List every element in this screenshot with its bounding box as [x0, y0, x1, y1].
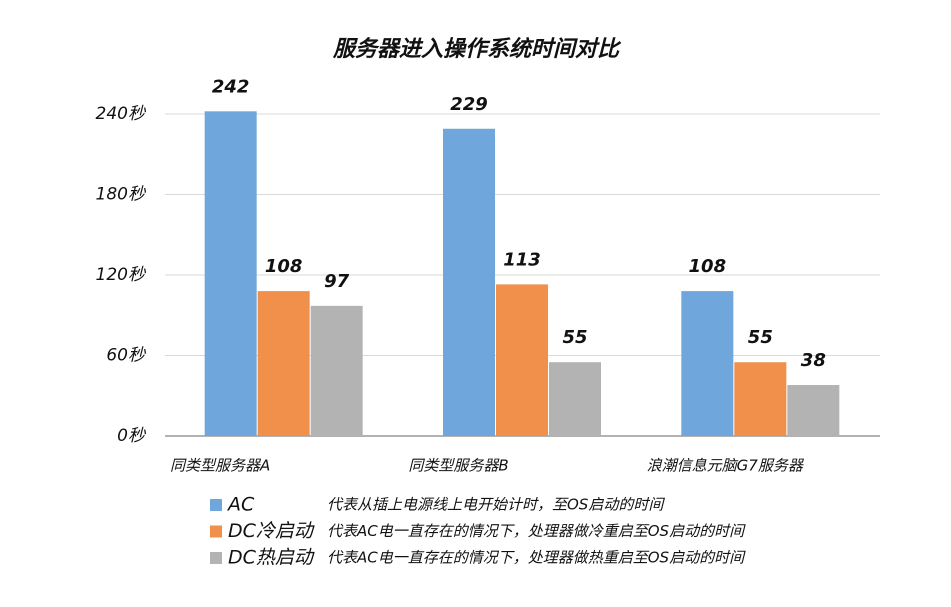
x-tick-label: 浪潮信息元脑G7服务器: [647, 457, 805, 475]
value-label: 229: [450, 94, 488, 115]
bar: [496, 284, 548, 436]
legend-description: 代表AC电一直存在的情况下，处理器做热重启至OS启动的时间: [327, 549, 746, 567]
x-tick-label: 同类型服务器B: [408, 457, 508, 475]
y-tick-label: 240秒: [96, 104, 146, 124]
bar: [443, 128, 495, 436]
bar: [257, 291, 310, 436]
bar: [734, 362, 787, 436]
bar: [204, 111, 257, 437]
bar: [681, 291, 734, 436]
legend-swatch: [210, 552, 222, 564]
y-tick-label: 180秒: [96, 185, 146, 205]
legend-swatch: [210, 499, 222, 511]
legend-description: 代表从插上电源线上电开始计时，至OS启动的时间: [327, 496, 665, 514]
value-label: 242: [212, 76, 250, 97]
value-label: 55: [748, 327, 773, 348]
value-label: 38: [801, 350, 826, 371]
y-tick-label: 120秒: [96, 265, 146, 285]
value-label: 113: [503, 249, 541, 270]
value-label: 108: [265, 256, 303, 277]
legend-label: AC: [226, 494, 255, 516]
chart-title: 服务器进入操作系统时间对比: [332, 36, 622, 62]
y-tick-label: 0秒: [117, 426, 146, 446]
legend-label: DC热启动: [228, 547, 315, 569]
bar: [310, 305, 363, 436]
value-label: 97: [324, 271, 350, 292]
legend-description: 代表AC电一直存在的情况下，处理器做冷重启至OS启动的时间: [327, 522, 746, 540]
legend-label: DC冷启动: [228, 520, 315, 542]
x-tick-label: 同类型服务器A: [170, 457, 270, 475]
value-label: 108: [689, 256, 727, 277]
bar: [787, 385, 840, 436]
value-label: 55: [562, 327, 587, 348]
legend-swatch: [210, 525, 222, 538]
y-tick-label: 60秒: [106, 346, 146, 366]
bar: [549, 362, 601, 436]
